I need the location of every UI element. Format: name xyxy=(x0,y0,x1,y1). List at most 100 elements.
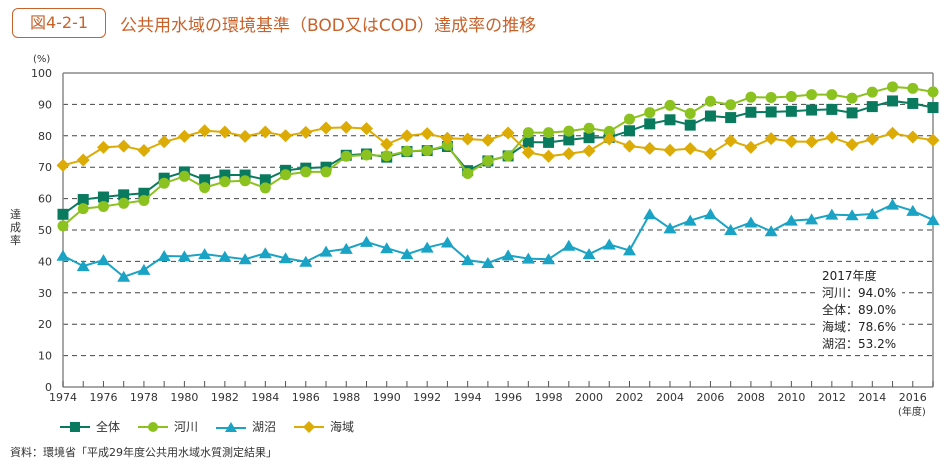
data-point-diamond xyxy=(865,132,879,146)
x-tick-label: 2010 xyxy=(777,391,805,404)
data-point-circle xyxy=(543,127,555,139)
data-point-triangle xyxy=(865,207,879,219)
data-point-circle xyxy=(259,182,271,194)
annotation-line-total: 全体：89.0% xyxy=(822,303,897,317)
data-point-circle xyxy=(320,166,332,178)
data-point-diamond xyxy=(582,144,596,158)
data-point-circle xyxy=(158,177,170,189)
data-point-square xyxy=(583,132,595,144)
x-tick-label: 1986 xyxy=(292,391,320,404)
data-point-triangle xyxy=(461,254,475,266)
legend-item-river: 河川 xyxy=(138,418,198,435)
data-point-triangle xyxy=(400,248,414,260)
data-point-square xyxy=(785,105,797,117)
data-point-circle xyxy=(360,149,372,161)
data-point-square xyxy=(239,169,251,181)
data-point-triangle xyxy=(198,248,212,260)
data-point-circle xyxy=(219,176,231,188)
legend-label: 河川 xyxy=(174,420,199,434)
data-point-diamond xyxy=(238,129,252,143)
data-point-circle xyxy=(725,99,737,111)
x-tick-label: 1980 xyxy=(170,391,198,404)
data-point-triangle xyxy=(683,214,697,226)
diamond-marker-icon xyxy=(294,420,325,433)
data-point-square xyxy=(219,169,231,181)
data-point-diamond xyxy=(56,158,70,172)
data-point-circle xyxy=(563,125,575,137)
square-marker-icon xyxy=(60,421,90,432)
data-point-triangle xyxy=(521,252,535,264)
data-point-square xyxy=(138,187,150,199)
data-point-triangle xyxy=(157,250,171,262)
data-point-square xyxy=(745,106,757,118)
data-point-triangle xyxy=(96,254,110,266)
axes: 0 10 20 30 40 50 60 70 80 90 100 1974 1976 1978 1980 19… xyxy=(31,67,934,404)
data-point-diamond xyxy=(481,133,495,147)
y-tick-label: 10 xyxy=(38,350,52,363)
data-point-diamond xyxy=(926,133,940,147)
data-point-circle xyxy=(806,89,818,101)
data-point-diamond xyxy=(76,153,90,167)
data-point-diamond xyxy=(845,138,859,152)
data-point-circle xyxy=(57,220,69,232)
data-point-triangle xyxy=(76,260,90,272)
legend: 全体 河川 湖沼 海域 xyxy=(60,418,354,435)
data-point-diamond xyxy=(279,129,293,143)
x-tick-label: 1994 xyxy=(454,391,482,404)
data-point-triangle xyxy=(542,253,556,265)
y-tick-label: 90 xyxy=(38,98,52,111)
data-point-triangle xyxy=(825,208,839,220)
legend-label: 海域 xyxy=(330,420,355,434)
data-point-square xyxy=(887,95,899,107)
data-point-square xyxy=(57,208,69,220)
data-point-square xyxy=(624,125,636,137)
y-tick-label: 20 xyxy=(38,318,52,331)
data-point-triangle xyxy=(380,242,394,254)
data-point-circle xyxy=(502,150,514,162)
data-point-circle xyxy=(462,167,474,179)
data-point-diamond xyxy=(764,132,778,146)
figure-number-badge: 図4-2-1 xyxy=(12,8,106,38)
data-point-circle xyxy=(340,150,352,162)
data-point-circle xyxy=(644,107,656,119)
y-tick-label: 80 xyxy=(38,130,52,143)
data-point-circle xyxy=(401,145,413,157)
data-point-circle xyxy=(927,86,939,98)
x-tick-label: 1982 xyxy=(211,391,239,404)
x-tick-label: 1984 xyxy=(251,391,279,404)
data-point-diamond xyxy=(380,137,394,151)
legend-item-lake: 湖沼 xyxy=(216,418,276,435)
x-tick-label: 1996 xyxy=(494,391,522,404)
data-point-diamond xyxy=(461,132,475,146)
chart-title: 公共用水域の環境基準（BOD又はCOD）達成率の推移 xyxy=(120,16,537,36)
x-tick-label: 2016 xyxy=(899,391,927,404)
data-point-circle xyxy=(522,127,534,139)
data-point-square xyxy=(77,194,89,206)
data-point-triangle xyxy=(258,247,272,259)
data-point-diamond xyxy=(440,131,454,145)
data-point-triangle xyxy=(137,263,151,275)
data-point-square xyxy=(259,174,271,186)
data-point-diamond xyxy=(825,130,839,144)
data-point-square xyxy=(199,174,211,186)
data-point-circle xyxy=(603,125,615,137)
data-point-circle xyxy=(704,95,716,107)
data-point-triangle xyxy=(602,238,616,250)
data-point-triangle xyxy=(339,242,353,254)
data-point-triangle xyxy=(744,216,758,228)
data-point-circle xyxy=(421,145,433,157)
data-point-circle xyxy=(826,89,838,101)
series-line-3 xyxy=(62,126,934,167)
data-point-triangle xyxy=(319,245,333,257)
data-point-triangle xyxy=(764,225,778,237)
data-point-circle xyxy=(887,81,899,93)
data-point-circle xyxy=(300,166,312,178)
circle-marker-icon xyxy=(138,421,169,432)
data-point-triangle xyxy=(784,214,798,226)
data-point-triangle xyxy=(886,198,900,210)
data-point-circle xyxy=(846,92,858,104)
x-tick-label: 2008 xyxy=(737,391,765,404)
data-point-triangle xyxy=(117,270,131,282)
data-point-triangle xyxy=(663,222,677,234)
series-line-2 xyxy=(62,203,934,278)
